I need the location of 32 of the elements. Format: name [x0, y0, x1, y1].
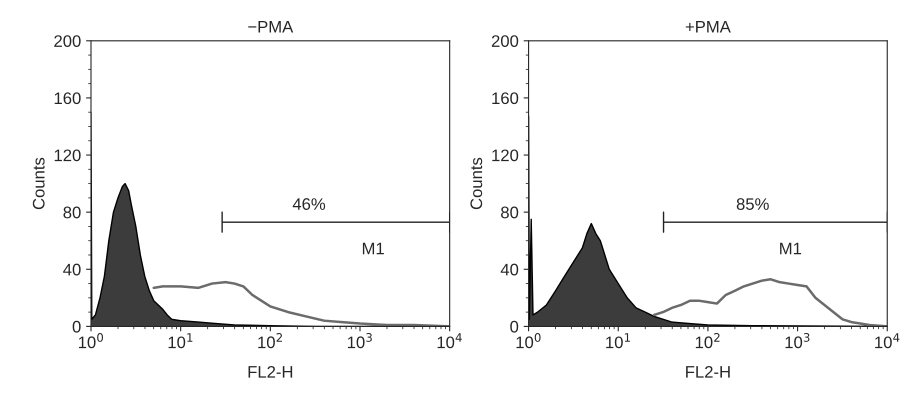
y-axis-title: Counts: [470, 158, 482, 210]
x-tick-label: 10$^{4}$: [438, 333, 462, 348]
y-tick-label: 80: [63, 206, 81, 218]
annotation: M1: [362, 242, 384, 254]
y-tick-label: 0: [510, 320, 518, 333]
annotation: M1: [780, 242, 802, 254]
y-tick-label: 120: [54, 149, 81, 162]
chart-title: −PMA: [248, 21, 294, 32]
chart-title: +PMA: [686, 21, 731, 32]
x-tick-label: 10$^{2}$: [258, 333, 282, 348]
y-tick-label: 0: [72, 320, 81, 333]
y-tick-label: 80: [501, 206, 518, 218]
x-tick-label: 10$^{3}$: [786, 333, 810, 348]
y-tick-label: 120: [492, 149, 518, 162]
y-axis-title: Counts: [32, 158, 45, 210]
annotation: 46%: [292, 198, 326, 210]
x-axis-title: FL2-H: [686, 366, 730, 378]
y-tick-label: 160: [54, 92, 81, 104]
x-tick-label: 10$^{0}$: [78, 333, 104, 348]
y-tick-label: 160: [492, 92, 518, 104]
x-tick-label: 10$^{3}$: [348, 333, 372, 348]
x-tick-label: 10$^{0}$: [516, 333, 541, 348]
x-tick-label: 10$^{4}$: [875, 333, 900, 348]
x-axis-title: FL2-H: [248, 366, 292, 378]
x-tick-label: 10$^{2}$: [696, 333, 720, 348]
y-tick-label: 40: [63, 264, 81, 276]
y-tick-label: 200: [492, 35, 518, 48]
y-tick-label: 200: [54, 35, 81, 48]
x-tick-label: 10$^{1}$: [168, 333, 192, 348]
y-tick-label: 40: [500, 264, 518, 276]
x-tick-label: 10$^{1}$: [606, 333, 630, 348]
annotation: 85%: [736, 198, 769, 210]
